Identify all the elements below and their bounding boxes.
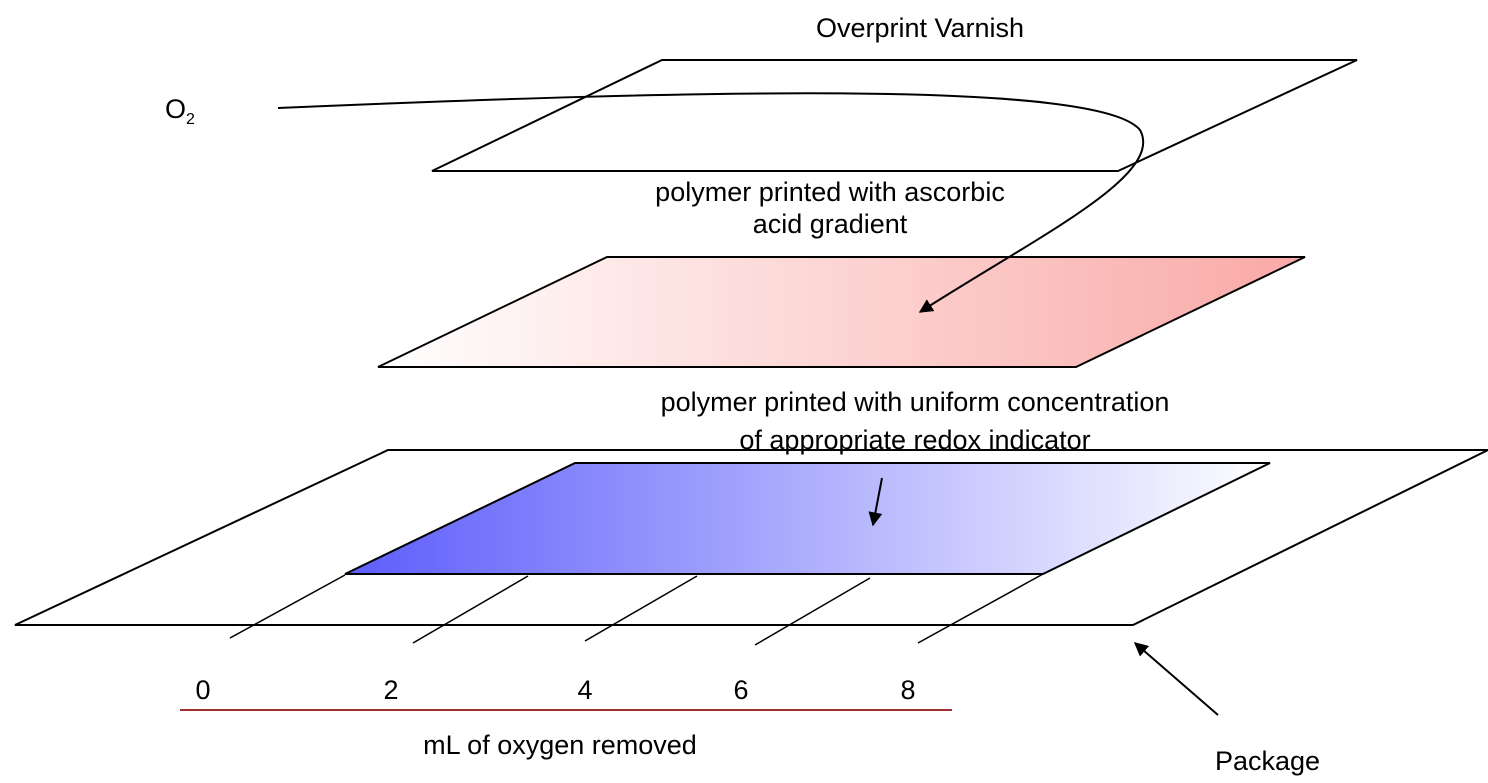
scale-label: 0 <box>195 675 210 705</box>
oxygen-symbol: O <box>165 94 186 124</box>
scale-label: 4 <box>577 675 592 705</box>
scale-lines <box>229 573 1044 646</box>
scale-line <box>584 575 698 642</box>
indicator-label: of appropriate redox indicator <box>739 425 1090 455</box>
scale-line <box>412 575 529 644</box>
oxygen-subscript: 2 <box>186 111 195 128</box>
diffusion-arrow <box>868 477 883 527</box>
scale-label: 8 <box>900 675 915 705</box>
package-layer <box>14 449 1488 626</box>
scale-line <box>754 577 871 646</box>
package-arrow <box>1133 642 1219 716</box>
oxygen-path <box>277 92 1145 313</box>
ascorbic-layer <box>377 256 1306 368</box>
package-label: Package <box>1215 746 1320 776</box>
indicator-label: polymer printed with uniform concentrati… <box>661 387 1170 417</box>
scale-line <box>229 574 346 639</box>
indicator-layer <box>344 462 1271 575</box>
varnish-layer <box>431 59 1358 172</box>
oxygen-label: O2 <box>165 94 195 128</box>
scale-label: 2 <box>383 675 398 705</box>
ascorbic-label: acid gradient <box>753 209 908 239</box>
ascorbic-label: polymer printed with ascorbic <box>655 177 1005 207</box>
scale-label: 6 <box>733 675 748 705</box>
scale-line <box>917 573 1044 644</box>
scale-title: mL of oxygen removed <box>423 730 697 760</box>
varnish-label: Overprint Varnish <box>816 13 1024 43</box>
